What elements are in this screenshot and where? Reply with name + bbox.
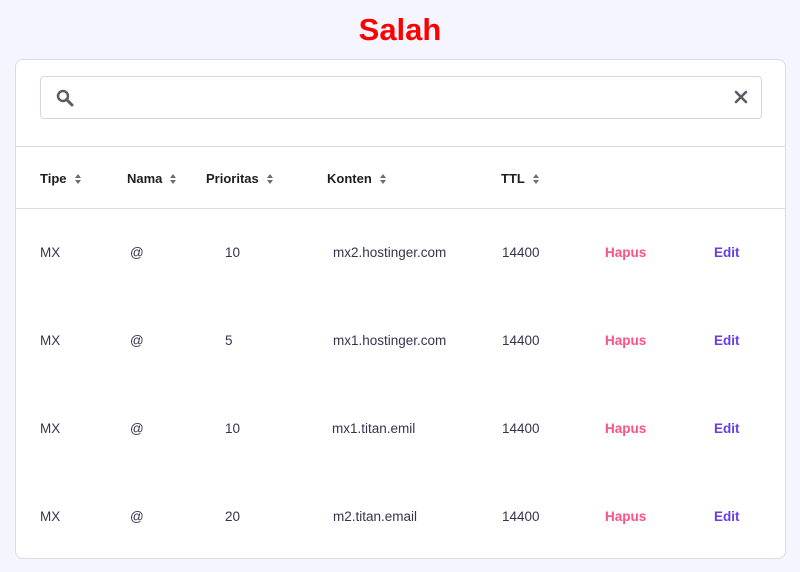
cell-tipe: MX (40, 509, 61, 524)
search-icon (56, 89, 74, 107)
sort-icon (532, 173, 539, 184)
column-header-prioritas[interactable]: Prioritas (206, 171, 273, 186)
cell-konten: mx1.titan.emil (332, 421, 416, 436)
column-label: Tipe (40, 171, 67, 186)
delete-button[interactable]: Hapus (605, 333, 647, 348)
edit-button[interactable]: Edit (714, 509, 740, 524)
column-label: TTL (501, 171, 525, 186)
cell-ttl: 14400 (502, 245, 540, 260)
edit-button[interactable]: Edit (714, 421, 740, 436)
divider (16, 208, 785, 209)
sort-icon (266, 173, 273, 184)
cell-ttl: 14400 (502, 509, 540, 524)
page-title: Salah (358, 12, 442, 47)
sort-icon (170, 173, 177, 184)
dns-records-card: Tipe Nama Prioritas Konten TTL MX @ 10 m… (15, 59, 786, 559)
table-row: MX @ 10 mx1.titan.emil 14400 Hapus Edit (16, 421, 785, 441)
clear-icon[interactable] (733, 89, 749, 105)
delete-button[interactable]: Hapus (605, 421, 647, 436)
table-header: Tipe Nama Prioritas Konten TTL (16, 148, 785, 210)
cell-tipe: MX (40, 333, 61, 348)
column-label: Prioritas (206, 171, 259, 186)
delete-button[interactable]: Hapus (605, 509, 647, 524)
column-header-tipe[interactable]: Tipe (40, 171, 81, 186)
delete-button[interactable]: Hapus (605, 245, 647, 260)
cell-konten: mx2.hostinger.com (333, 245, 447, 260)
search-box[interactable] (40, 76, 762, 119)
sort-icon (74, 173, 81, 184)
column-header-konten[interactable]: Konten (327, 171, 386, 186)
column-header-nama[interactable]: Nama (127, 171, 177, 186)
cell-nama: @ (130, 245, 144, 260)
search-input[interactable] (85, 77, 715, 118)
cell-prioritas: 20 (225, 509, 241, 524)
column-label: Konten (327, 171, 372, 186)
column-header-ttl[interactable]: TTL (501, 171, 539, 186)
table-row: MX @ 20 m2.titan.email 14400 Hapus Edit (16, 509, 785, 529)
cell-ttl: 14400 (502, 421, 540, 436)
cell-konten: mx1.hostinger.com (333, 333, 447, 348)
sort-icon (379, 173, 386, 184)
table-row: MX @ 5 mx1.hostinger.com 14400 Hapus Edi… (16, 333, 785, 353)
cell-prioritas: 5 (225, 333, 233, 348)
edit-button[interactable]: Edit (714, 245, 740, 260)
table-row: MX @ 10 mx2.hostinger.com 14400 Hapus Ed… (16, 245, 785, 265)
cell-tipe: MX (40, 245, 61, 260)
cell-konten: m2.titan.email (333, 509, 418, 524)
column-label: Nama (127, 171, 163, 186)
edit-button[interactable]: Edit (714, 333, 740, 348)
cell-nama: @ (130, 333, 144, 348)
cell-nama: @ (130, 509, 144, 524)
divider (16, 146, 785, 147)
cell-tipe: MX (40, 421, 61, 436)
cell-prioritas: 10 (225, 245, 241, 260)
cell-nama: @ (130, 421, 144, 436)
cell-ttl: 14400 (502, 333, 540, 348)
cell-prioritas: 10 (225, 421, 241, 436)
